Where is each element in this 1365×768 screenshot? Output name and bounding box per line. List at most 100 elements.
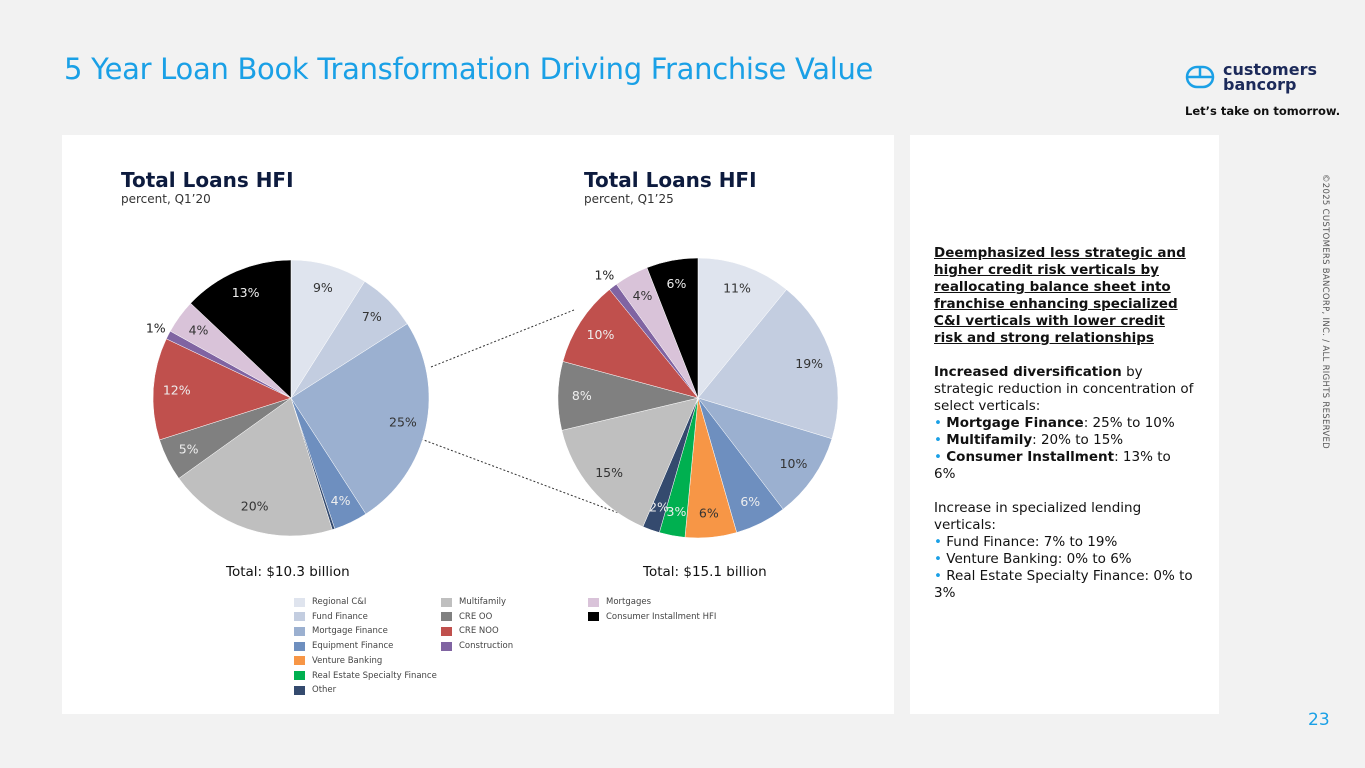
copyright: ©2025 CUSTOMERS BANCORP, INC. / ALL RIGH… [1320, 174, 1330, 449]
pie-slice-multifamily [561, 397, 699, 528]
legend-swatch [441, 612, 452, 622]
legend-label: Real Estate Specialty Finance [312, 670, 437, 681]
pie-slice-regional-c-i [697, 257, 787, 399]
slice-label: 6% [699, 506, 719, 521]
slice-label: 6% [667, 276, 687, 291]
slice-label: 3% [667, 504, 687, 519]
slice-label: 4% [331, 493, 351, 508]
legend-item: Real Estate Specialty Finance [294, 671, 437, 681]
legend-label: CRE NOO [459, 626, 499, 637]
legend-label: Equipment Finance [312, 641, 394, 652]
list-item: Mortgage Finance: 25% to 10% [934, 415, 1194, 432]
slice-label: 13% [232, 285, 260, 300]
list-item: Real Estate Specialty Finance: 0% to 3% [934, 568, 1194, 602]
legend-item: Mortgages [588, 597, 651, 607]
slice-label: 1% [594, 268, 614, 283]
chart2-title: Total Loans HFI [584, 168, 757, 192]
logo-line1: customers [1223, 60, 1317, 79]
logo-icon [1185, 65, 1215, 89]
slice-label: 2% [649, 499, 669, 514]
chart1-subtitle: percent, Q1’20 [121, 192, 211, 206]
legend-item: Consumer Installment HFI [588, 612, 716, 622]
list-item: Venture Banking: 0% to 6% [934, 551, 1194, 568]
slice-label: 10% [587, 327, 615, 342]
legend-label: Construction [459, 641, 514, 652]
point-diversification-bold: Increased diversification [934, 364, 1122, 380]
legend-swatch [294, 685, 305, 695]
pie-slice-consumer-installment-hfi [646, 257, 699, 399]
slice-label: 8% [572, 388, 592, 403]
charts-panel: Total Loans HFI percent, Q1’20 Total Loa… [62, 135, 894, 714]
legend-label: Fund Finance [312, 611, 368, 622]
legend-swatch [294, 612, 305, 622]
legend-item: CRE NOO [441, 626, 499, 636]
legend-swatch [294, 656, 305, 666]
chart1-total: Total: $10.3 billion [226, 564, 350, 580]
legend-item: Other [294, 685, 336, 695]
point-specialized: Increase in specialized lending vertical… [934, 500, 1142, 533]
slice-label: 4% [633, 288, 653, 303]
slice-label: 9% [313, 280, 333, 295]
list-item: Multifamily: 20% to 15% [934, 432, 1194, 449]
legend-item: Equipment Finance [294, 641, 393, 651]
legend-swatch [441, 626, 452, 636]
connector-line [420, 438, 641, 522]
legend-item: Venture Banking [294, 656, 382, 666]
pie-slice-multifamily [178, 397, 333, 537]
page-number: 23 [1308, 710, 1330, 730]
pie-slice-consumer-installment-hfi [190, 259, 292, 399]
pie-charts: 9% 7% 25% 4% 20% 5% 12% 1% 4% 13% 11% 19% 10% 6% 6% 3%2… [146, 257, 839, 539]
slice-label: 10% [780, 456, 808, 471]
legend-label: Consumer Installment HFI [606, 611, 717, 622]
slice-label: 19% [795, 356, 823, 371]
legend-swatch [441, 597, 452, 607]
legend-swatch [294, 626, 305, 636]
point-deemphasized: Deemphasized less strategic and higher c… [934, 245, 1186, 346]
point-diversification: by strategic reduction in concentration … [934, 364, 1194, 414]
slice-label: 4% [189, 322, 209, 337]
chart2-subtitle: percent, Q1’25 [584, 192, 674, 206]
legend-label: Other [312, 685, 337, 696]
slice-label: 15% [595, 465, 623, 480]
legend-label: Multifamily [459, 597, 507, 607]
pie-slice-mortgage-finance [697, 397, 833, 510]
legend-label: Mortgage Finance [312, 626, 388, 637]
legend-label: Regional C&I [312, 597, 367, 607]
legend-label: CRE OO [459, 611, 493, 622]
legend-swatch [588, 597, 599, 607]
chart1-title: Total Loans HFI [121, 168, 294, 192]
legend-item: Multifamily [441, 597, 506, 607]
slice-label: 1% [146, 321, 166, 336]
legend-swatch [294, 671, 305, 680]
connector-line [430, 309, 575, 368]
slice-label: 12% [163, 382, 191, 397]
list-item: Consumer Installment: 13% to 6% [934, 449, 1194, 483]
logo-line2: bancorp [1223, 75, 1297, 94]
legend-swatch [294, 597, 305, 607]
legend-item: Mortgage Finance [294, 626, 388, 636]
pie-slice-cre-noo [152, 338, 292, 441]
legend-item: CRE OO [441, 612, 492, 622]
legend-item: Regional C&I [294, 597, 366, 607]
slice-label: 20% [241, 499, 269, 514]
slice-label: 5% [179, 441, 199, 456]
slice-label: 25% [389, 414, 417, 429]
slice-label: 7% [362, 309, 382, 324]
list-item: Fund Finance: 7% to 19% [934, 534, 1194, 551]
tagline: Let’s take on tomorrow. [1185, 104, 1341, 118]
legend-swatch [441, 641, 452, 651]
legend-item: Construction [441, 641, 513, 651]
commentary-panel: Deemphasized less strategic and higher c… [910, 135, 1219, 714]
legend-label: Venture Banking [312, 655, 383, 666]
pie-slice-mortgage-finance [290, 323, 430, 515]
slice-label: 11% [723, 281, 751, 296]
pie-slice-fund-finance [697, 289, 839, 440]
legend-item: Fund Finance [294, 612, 368, 622]
pie-slice-cre-noo [562, 289, 699, 399]
slice-label: 6% [740, 494, 760, 509]
page-title: 5 Year Loan Book Transformation Driving … [64, 52, 874, 86]
legend-swatch [588, 612, 599, 622]
legend-swatch [294, 641, 305, 651]
legend-label: Mortgages [606, 597, 652, 607]
chart2-total: Total: $15.1 billion [643, 564, 767, 580]
